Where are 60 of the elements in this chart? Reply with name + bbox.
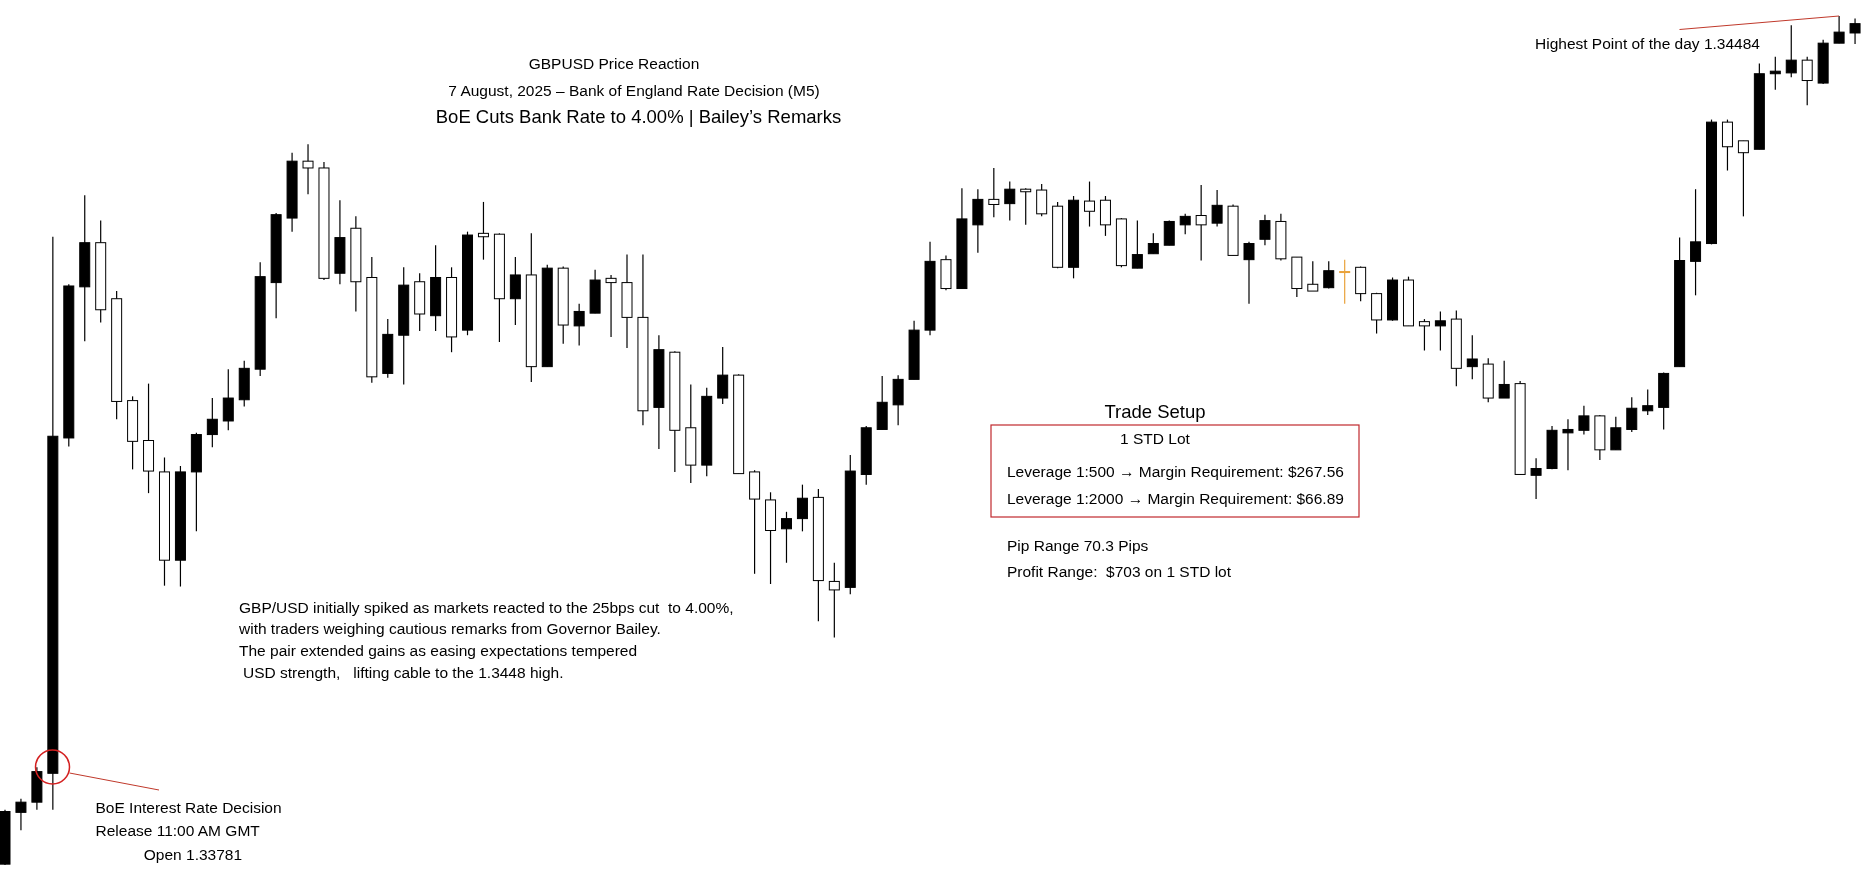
candlestick	[302, 143, 314, 195]
candlestick	[1801, 56, 1813, 106]
candlestick	[1084, 180, 1096, 228]
candlestick	[1578, 405, 1590, 436]
candlestick	[1833, 16, 1845, 44]
candlestick	[1498, 360, 1510, 399]
candlestick	[605, 274, 617, 338]
annotation: Open 1.33781	[143, 846, 243, 864]
annotation: with traders weighing cautious remarks from Governor Bailey.	[239, 620, 661, 638]
candlestick	[796, 484, 808, 532]
annotation: Trade Setup	[1104, 400, 1206, 422]
candlestick	[222, 368, 234, 431]
candlestick	[15, 798, 27, 831]
annotation: The pair extended gains as easing expectations tempered	[239, 641, 638, 659]
candlestick	[780, 511, 792, 564]
candlestick	[1339, 259, 1351, 305]
candlestick	[1418, 318, 1430, 352]
candlestick	[1434, 310, 1446, 352]
text: 7 August, 2025 – Bank of England Rate Decision (M5)	[448, 82, 820, 100]
candlestick	[1737, 140, 1749, 217]
annotation: 1 STD Lot	[1120, 430, 1190, 448]
candlestick	[1562, 418, 1574, 471]
candlestick	[1243, 241, 1255, 305]
candlestick	[509, 256, 521, 326]
candlestick	[1004, 180, 1016, 222]
candlestick	[206, 397, 218, 448]
candlestick	[573, 303, 585, 347]
candlestick	[1036, 183, 1048, 217]
annotation: BoE Cuts Bank Rate to 4.00% | Bailey’s Remarks	[435, 105, 842, 127]
text: GBPUSD Price Reaction	[528, 55, 700, 73]
annotation: BoE Interest Rate Decision	[95, 799, 282, 817]
annotation: USD strength, lifting cable to the 1.3448 high.	[243, 664, 564, 682]
candlestick	[1610, 416, 1622, 451]
candlestick	[828, 562, 840, 639]
candlestick	[1195, 184, 1207, 262]
candlestick	[1179, 213, 1191, 235]
candlestick	[1323, 260, 1335, 290]
annotation: Profit Range: $703 on 1 STD lot	[1007, 563, 1232, 581]
candlestick	[1131, 220, 1143, 269]
candlestick	[1785, 24, 1797, 78]
candlestick	[717, 346, 729, 405]
annotation: GBP/USD initially spiked as markets reacted to the 25bps cut to 4.00%,	[239, 599, 734, 617]
candlestick	[1211, 189, 1223, 228]
candlestick	[1849, 17, 1861, 45]
candlestick	[1147, 232, 1159, 255]
candlestick	[477, 201, 489, 261]
candlestick	[1530, 457, 1542, 500]
annotation: Highest Point of the day 1.34484	[1535, 35, 1760, 53]
candlestick	[1163, 220, 1175, 246]
annotation: Leverage 1:2000 → Margin Requirement: $66.89	[1007, 490, 1344, 508]
candlestick	[988, 167, 1000, 218]
annotation: Leverage 1:500 → Margin Requirement: $267.56	[1007, 463, 1344, 481]
annotation: Release 11:00 AM GMT	[95, 822, 260, 840]
candlestick	[1259, 214, 1271, 246]
candlestick	[1307, 260, 1319, 292]
candlestick	[1466, 334, 1478, 380]
candlestick	[1690, 188, 1702, 296]
candlestick	[1642, 388, 1654, 416]
annotation: Pip Range 70.3 Pips	[1007, 536, 1149, 554]
candlestick	[1626, 396, 1638, 433]
